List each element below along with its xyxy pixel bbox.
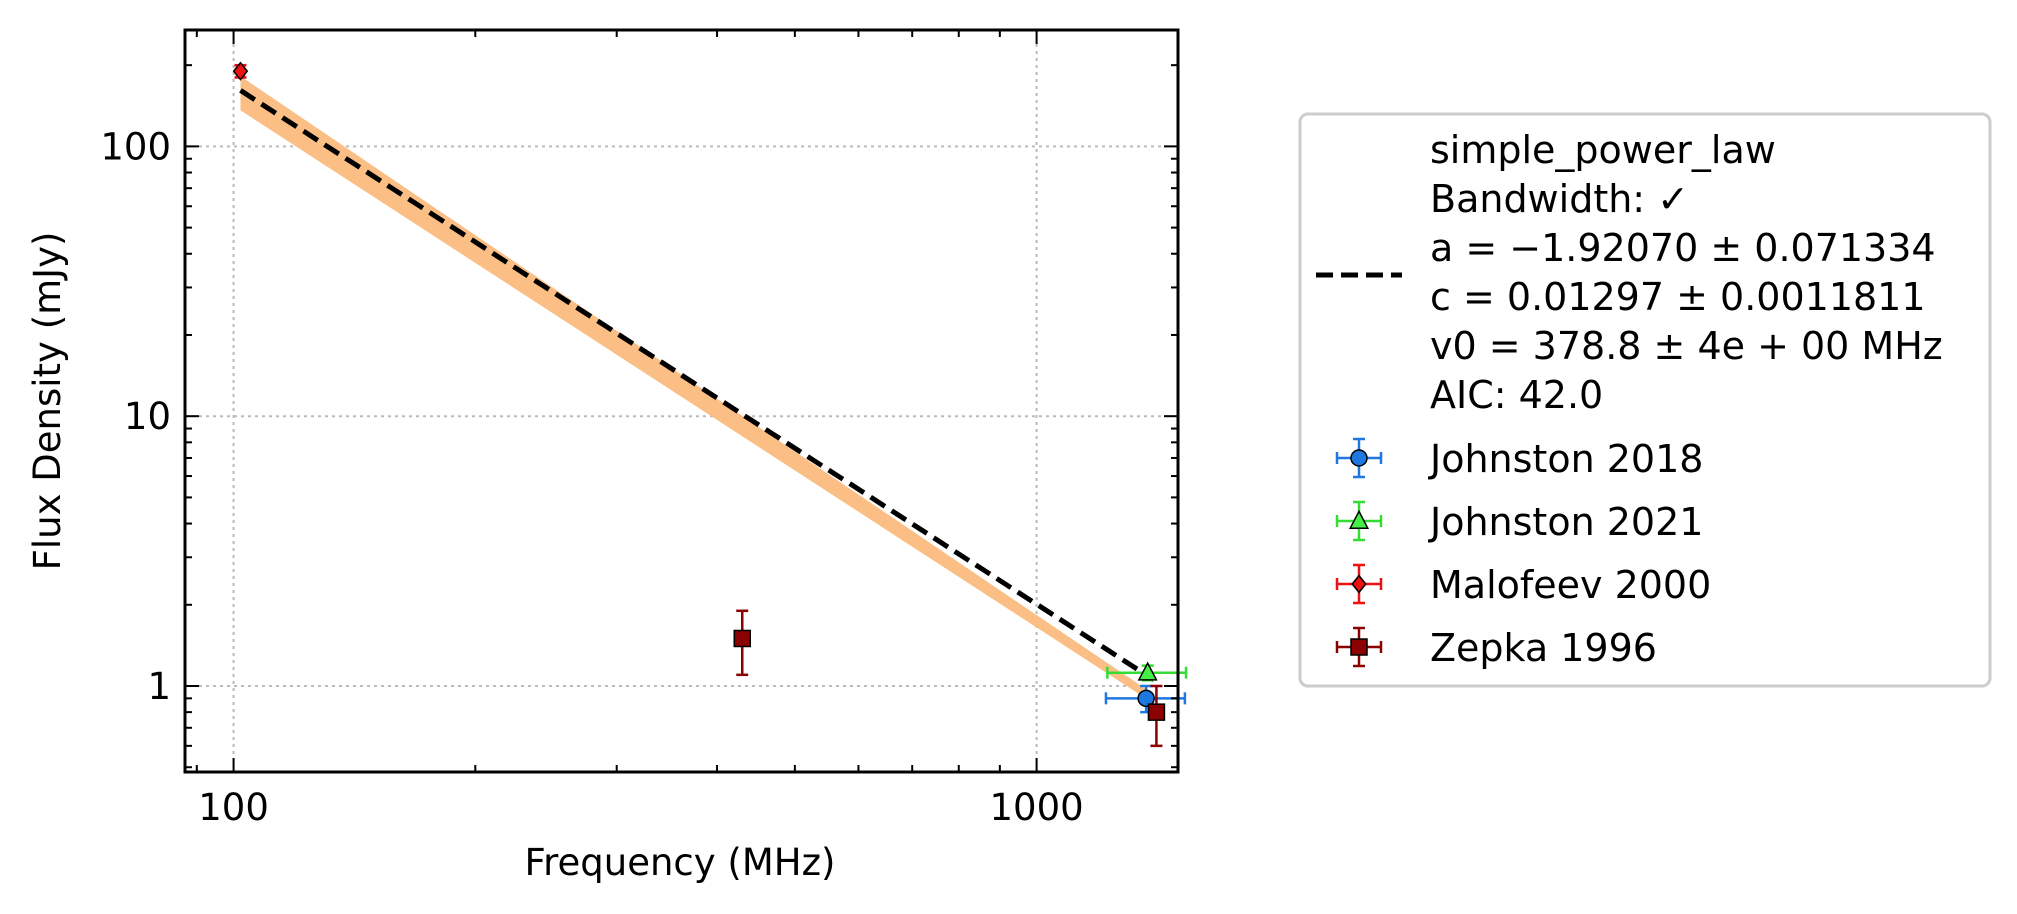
y-axis-label: Flux Density (mJy) [26,232,69,571]
legend-marker [1351,574,1367,594]
plot-border [183,28,1180,774]
legend-model-param-v0: v0 = 378.8 ± 4e + 00 MHz [1430,324,1943,368]
legend-model-param-a: a = −1.92070 ± 0.071334 [1430,226,1936,270]
uncertainty-band-area [240,76,1154,704]
data-points [232,61,1188,748]
legend-entry: Johnston 2018 [1335,437,1703,481]
legend-series-label: Johnston 2018 [1428,437,1703,481]
legend-model-bandwidth: Bandwidth: ✓ [1430,177,1689,221]
legend-series-label: Johnston 2021 [1428,500,1703,544]
model-line-group [239,88,1156,683]
model-line [239,88,1156,683]
legend-entry: Johnston 2021 [1335,500,1703,544]
series-johnston-2021 [1106,661,1188,682]
legend-marker [1350,449,1368,467]
uncertainty-band [240,76,1154,704]
y-tick-label: 10 [124,395,171,438]
legend-series-label: Zepka 1996 [1430,626,1657,670]
legend-series-entries: Johnston 2018 Johnston 2021 Malofeev 2000 Z… [1335,437,1711,670]
legend-model-param-c: c = 0.01297 ± 0.0011811 [1430,275,1926,319]
data-point [1137,689,1155,708]
legend-entry: Malofeev 2000 [1335,563,1711,607]
grid [185,30,1178,772]
x-tick-label: 100 [198,786,269,829]
legend-entry: Zepka 1996 [1335,626,1657,670]
legend-series-label: Malofeev 2000 [1430,563,1711,607]
y-tick-label: 1 [147,665,171,708]
series-zepka-1996 [733,609,1166,748]
legend-marker [1350,638,1368,656]
plot-frame [183,28,1180,774]
x-tick-label: 1000 [990,786,1084,829]
data-point [1137,661,1158,681]
legend-model-name: simple_power_law [1430,128,1776,172]
legend-model-aic: AIC: 42.0 [1430,373,1603,417]
y-tick-label: 100 [100,125,171,168]
x-axis-label: Frequency (MHz) [525,841,836,884]
series-malofeev-2000 [232,61,249,81]
legend-marker [1348,509,1370,529]
tick-labels: 100 1000 1 10 100 [100,125,1083,829]
data-point [733,629,752,648]
data-point [1147,703,1166,721]
legend: simple_power_law Bandwidth: ✓ a = −1.920… [1298,112,1992,688]
legend-frame [1298,112,1992,688]
data-point [232,61,249,81]
